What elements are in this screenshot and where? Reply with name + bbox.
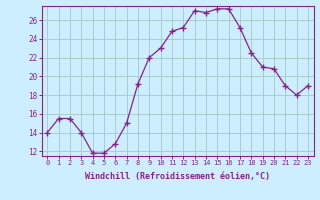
X-axis label: Windchill (Refroidissement éolien,°C): Windchill (Refroidissement éolien,°C): [85, 172, 270, 181]
